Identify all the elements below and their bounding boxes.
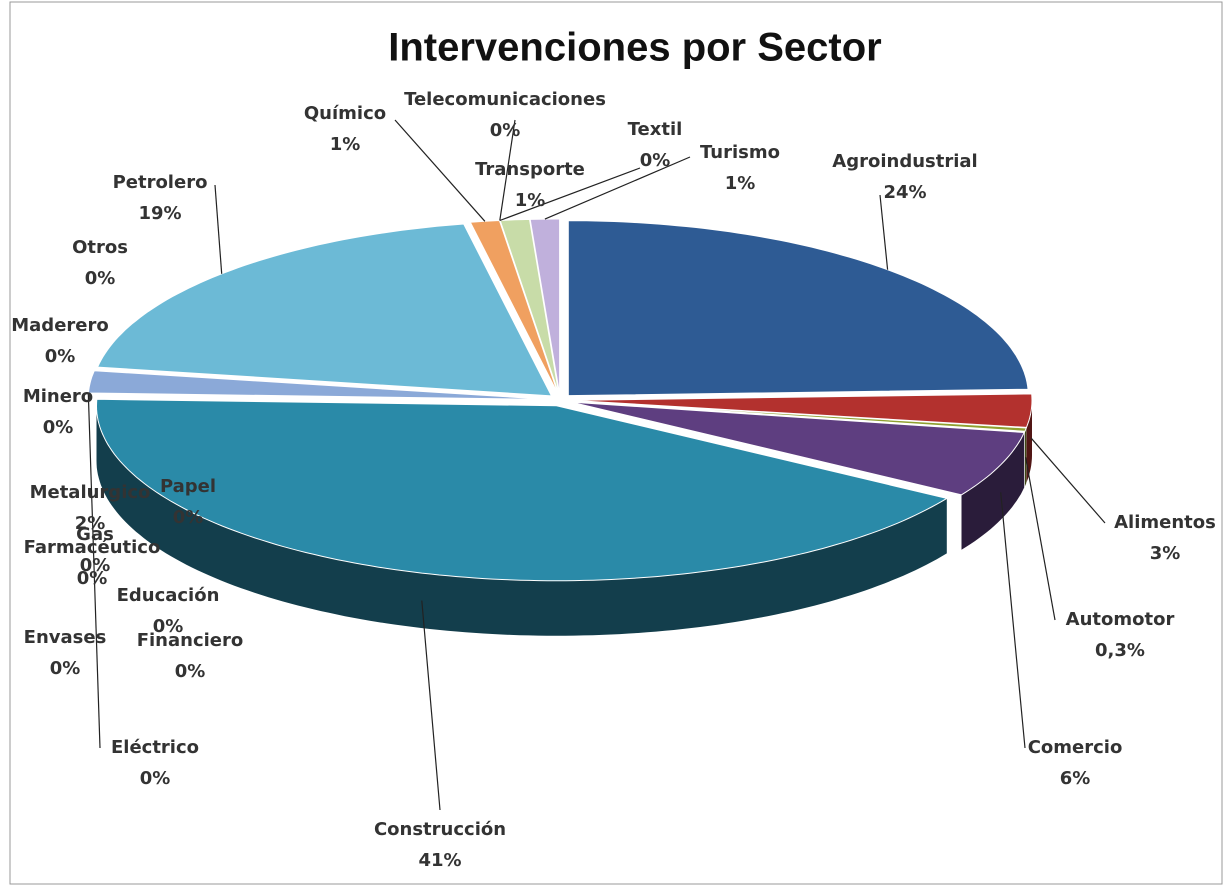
value-label: 0,3% — [1095, 640, 1145, 661]
value-label: 19% — [138, 203, 181, 224]
category-label: Financiero — [137, 630, 244, 651]
category-label: Comercio — [1028, 737, 1123, 758]
value-label: 2% — [75, 513, 106, 534]
category-label: Construcción — [374, 819, 506, 840]
slice-side — [961, 432, 1025, 550]
category-label: Otros — [72, 237, 128, 258]
value-label: 1% — [515, 190, 546, 211]
leader-line — [421, 600, 441, 811]
value-label: 0% — [50, 658, 81, 679]
category-label: Automotor — [1066, 609, 1175, 630]
value-label: 1% — [725, 173, 756, 194]
value-label: 0% — [175, 661, 206, 682]
value-label: 41% — [418, 850, 461, 871]
slice-side — [96, 405, 947, 636]
category-label: Maderero — [11, 315, 108, 336]
category-label: Transporte — [475, 159, 585, 180]
value-label: 0% — [640, 150, 671, 171]
value-label: 0% — [173, 507, 204, 528]
value-label: 0% — [45, 346, 76, 367]
value-label: 0% — [490, 120, 521, 141]
leader-line — [1000, 492, 1026, 749]
pie-slice — [571, 393, 1033, 428]
pie-slice — [87, 370, 549, 400]
value-label: 0% — [80, 555, 111, 576]
pie-sides — [96, 400, 1032, 636]
value-label: 24% — [883, 182, 926, 203]
value-label: 0% — [153, 616, 184, 637]
slice-side — [1026, 400, 1032, 483]
leader-line — [394, 119, 486, 222]
pie-tops — [87, 218, 1033, 582]
value-label: 0% — [140, 768, 171, 789]
category-label: Gas — [76, 524, 114, 545]
category-label: Envases — [24, 627, 107, 648]
category-label: Minero — [23, 386, 93, 407]
category-label: Textil — [628, 119, 683, 140]
value-label: 1% — [330, 134, 361, 155]
leader-line — [499, 119, 516, 221]
category-label: Petrolero — [113, 172, 208, 193]
leader-line — [1025, 457, 1056, 621]
category-label: Alimentos — [1114, 512, 1216, 533]
value-label: 6% — [1060, 768, 1091, 789]
value-label: 0% — [85, 268, 116, 289]
leader-line — [1030, 437, 1106, 524]
value-label: 3% — [1150, 543, 1181, 564]
category-label: Turismo — [700, 142, 780, 163]
category-label: Agroindustrial — [832, 151, 977, 172]
value-label: 0% — [77, 568, 108, 589]
leader-line — [879, 194, 889, 270]
chart-title: Intervenciones por Sector — [388, 26, 881, 70]
pie-slice — [95, 398, 949, 582]
value-label: 0% — [43, 417, 74, 438]
category-label: Metalurgico — [30, 482, 151, 503]
pie-slice — [571, 400, 1028, 432]
leader-line — [87, 393, 101, 749]
category-label: Papel — [160, 476, 216, 497]
category-label: Químico — [304, 103, 386, 124]
leader-line — [499, 167, 641, 222]
leader-line — [214, 184, 223, 274]
category-label: Farmacéutico — [24, 537, 161, 558]
category-label: Telecomunicaciones — [404, 89, 606, 110]
slice-side — [1024, 428, 1027, 487]
leader-line — [544, 156, 691, 220]
category-label: Educación — [117, 585, 220, 606]
pie-slice — [571, 401, 1025, 496]
category-label: Eléctrico — [111, 737, 199, 758]
